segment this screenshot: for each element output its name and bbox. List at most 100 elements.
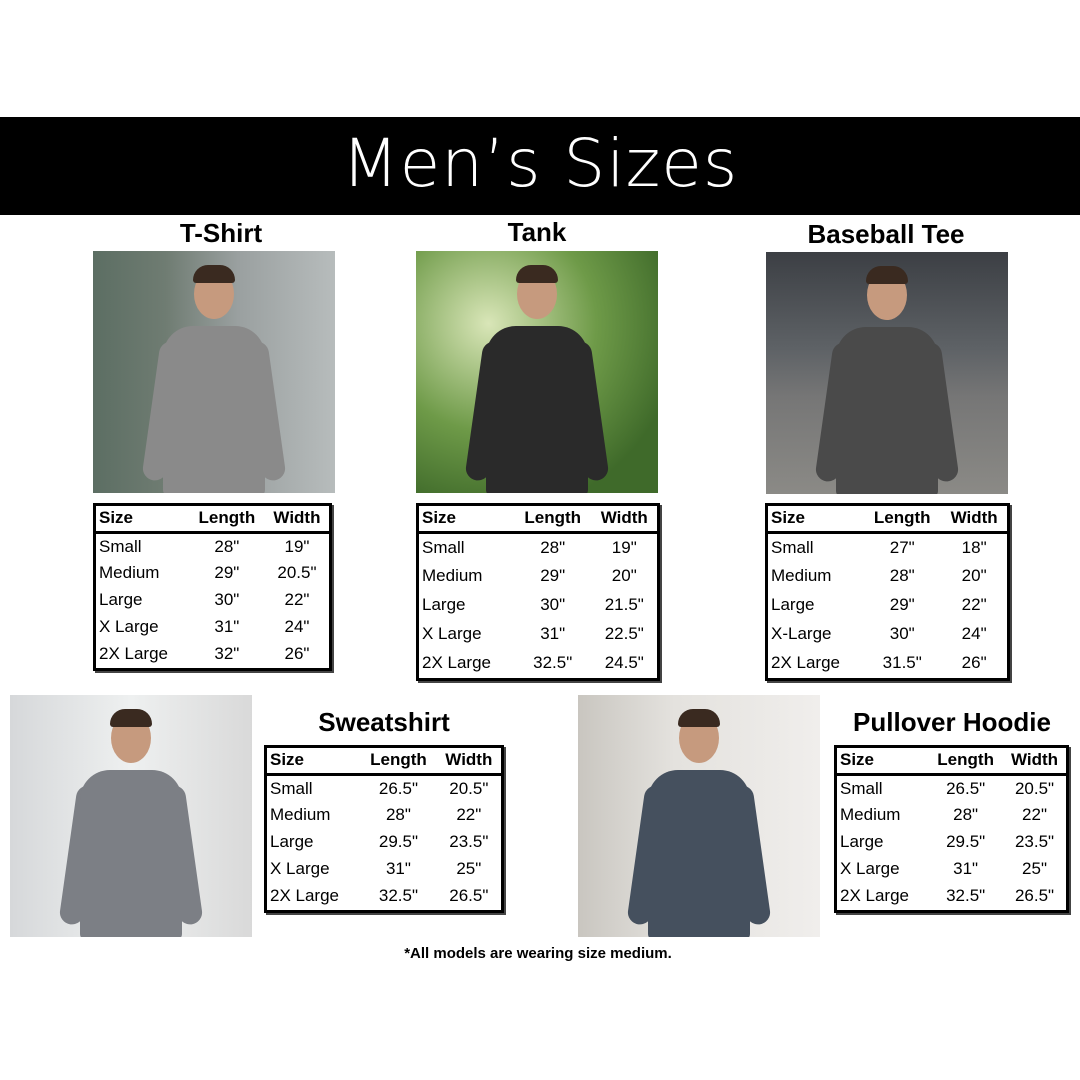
column-header: Length xyxy=(188,506,265,534)
table-cell: 23.5" xyxy=(1014,832,1055,851)
size-table-grid: Size Length Width Small 27" 18" Medium 28" 20" La… xyxy=(768,506,1007,678)
table-cell: X-Large xyxy=(771,624,832,643)
page-title: Men’s Sizes xyxy=(341,125,739,202)
size-table-pullover-hoodie: Size Length Width Small 26.5" 20.5" Medium 28" 2… xyxy=(834,745,1069,913)
table-row: 2X Large 32.5" 24.5" xyxy=(419,649,657,678)
table-row: Medium 28" 20" xyxy=(768,562,1007,591)
table-row: Large 29" 22" xyxy=(768,591,1007,620)
table-cell: 29" xyxy=(214,563,240,582)
table-cell: Small xyxy=(270,778,313,798)
model-photo-pullover-hoodie xyxy=(578,695,820,937)
table-cell: 19" xyxy=(611,537,637,557)
table-cell: Large xyxy=(422,595,466,614)
table-cell: 31" xyxy=(385,859,411,878)
table-cell: 25" xyxy=(1022,859,1047,878)
table-cell: Large xyxy=(99,590,143,609)
shirt xyxy=(648,770,750,937)
shirt xyxy=(486,326,588,493)
table-cell: 30" xyxy=(214,590,240,609)
table-cell: 30" xyxy=(889,624,915,643)
table-cell: 22" xyxy=(284,590,310,609)
table-row: Large 29.5" 23.5" xyxy=(837,829,1066,856)
model-photo-sweatshirt xyxy=(10,695,252,937)
table-row: Medium 28" 22" xyxy=(267,802,501,829)
size-table-grid: Size Length Width Small 28" 19" Medium 29" 20" La… xyxy=(419,506,657,678)
product-title-pullover-hoodie: Pullover Hoodie xyxy=(853,707,1051,737)
size-table-grid: Size Length Width Small 28" 19" Medium 29" 20.5"… xyxy=(96,506,329,668)
table-row: 2X Large 32.5" 26.5" xyxy=(837,883,1066,910)
table-row: Small 26.5" 20.5" xyxy=(267,775,501,802)
table-row: Large 30" 21.5" xyxy=(419,591,657,620)
table-cell: 2X Large xyxy=(422,653,491,672)
hair xyxy=(866,266,908,284)
table-cell: 20.5" xyxy=(1014,778,1055,798)
hair xyxy=(516,265,558,283)
table-cell: Large xyxy=(270,832,314,851)
table-cell: Medium xyxy=(422,566,483,585)
table-cell: 22" xyxy=(1022,805,1047,824)
table-cell: 26.5" xyxy=(378,778,418,798)
table-row: Large 29.5" 23.5" xyxy=(267,829,501,856)
table-cell: 31" xyxy=(214,617,240,636)
table-cell: 20" xyxy=(611,566,637,585)
table-cell: 2X Large xyxy=(270,886,339,905)
table-row: Medium 29" 20.5" xyxy=(96,560,329,587)
table-row: X-Large 30" 24" xyxy=(768,620,1007,649)
product-title-tank: Tank xyxy=(507,217,567,247)
table-row: 2X Large 31.5" 26" xyxy=(768,649,1007,678)
table-cell: 20.5" xyxy=(449,778,489,798)
table-cell: 2X Large xyxy=(840,886,909,905)
hair xyxy=(110,709,152,727)
table-cell: 21.5" xyxy=(604,595,644,614)
table-cell: Large xyxy=(771,595,815,614)
table-cell: Medium xyxy=(840,805,901,824)
table-cell: 20.5" xyxy=(277,563,317,582)
table-cell: X Large xyxy=(422,624,482,643)
column-header: Size xyxy=(837,748,929,776)
product-title-t-shirt: T-Shirt xyxy=(179,218,263,248)
table-cell: 28" xyxy=(889,566,915,585)
size-table-grid: Size Length Width Small 26.5" 20.5" Medium 28" 2… xyxy=(267,748,501,910)
table-cell: 24" xyxy=(284,617,310,636)
table-cell: 26.5" xyxy=(1014,886,1055,905)
hair xyxy=(678,709,720,727)
product-title-sweatshirt: Sweatshirt xyxy=(318,707,450,737)
table-cell: 24" xyxy=(961,624,987,643)
table-cell: 19" xyxy=(284,536,310,556)
table-cell: 2X Large xyxy=(771,653,840,672)
table-cell: Large xyxy=(840,832,884,851)
table-row: Small 28" 19" xyxy=(419,533,657,562)
size-table-t-shirt: Size Length Width Small 28" 19" Medium 29" 20.5"… xyxy=(93,503,332,671)
table-cell: 31.5" xyxy=(882,653,922,672)
table-cell: 27" xyxy=(889,537,915,557)
size-table-tank: Size Length Width Small 28" 19" Medium 29" 20" La… xyxy=(416,503,660,681)
table-row: Large 30" 22" xyxy=(96,587,329,614)
table-row: Medium 28" 22" xyxy=(837,802,1066,829)
table-cell: 22" xyxy=(456,805,482,824)
footnote: *All models are wearing size medium. xyxy=(404,945,672,962)
table-cell: 25" xyxy=(456,859,482,878)
table-row: Small 28" 19" xyxy=(96,533,329,560)
table-header-row: Size Length Width xyxy=(96,506,329,534)
column-header: Width xyxy=(941,506,1007,534)
size-table-sweatshirt: Size Length Width Small 26.5" 20.5" Medium 28" 2… xyxy=(264,745,504,913)
table-row: X Large 31" 22.5" xyxy=(419,620,657,649)
table-cell: 32.5" xyxy=(378,886,418,905)
table-cell: Small xyxy=(422,537,465,557)
table-cell: 28" xyxy=(385,805,411,824)
column-header: Size xyxy=(267,748,361,776)
shirt xyxy=(80,770,182,937)
shirt xyxy=(163,326,265,493)
column-header: Length xyxy=(928,748,1004,776)
table-cell: 29" xyxy=(540,566,566,585)
table-row: X Large 31" 24" xyxy=(96,614,329,641)
table-cell: 26.5" xyxy=(946,778,986,798)
column-header: Length xyxy=(863,506,942,534)
table-cell: 28" xyxy=(214,536,240,556)
size-table-grid: Size Length Width Small 26.5" 20.5" Medium 28" 2… xyxy=(837,748,1066,910)
column-header: Width xyxy=(591,506,657,534)
table-row: X Large 31" 25" xyxy=(837,856,1066,883)
column-header: Width xyxy=(436,748,501,776)
column-header: Size xyxy=(768,506,864,534)
column-header: Width xyxy=(264,506,329,534)
